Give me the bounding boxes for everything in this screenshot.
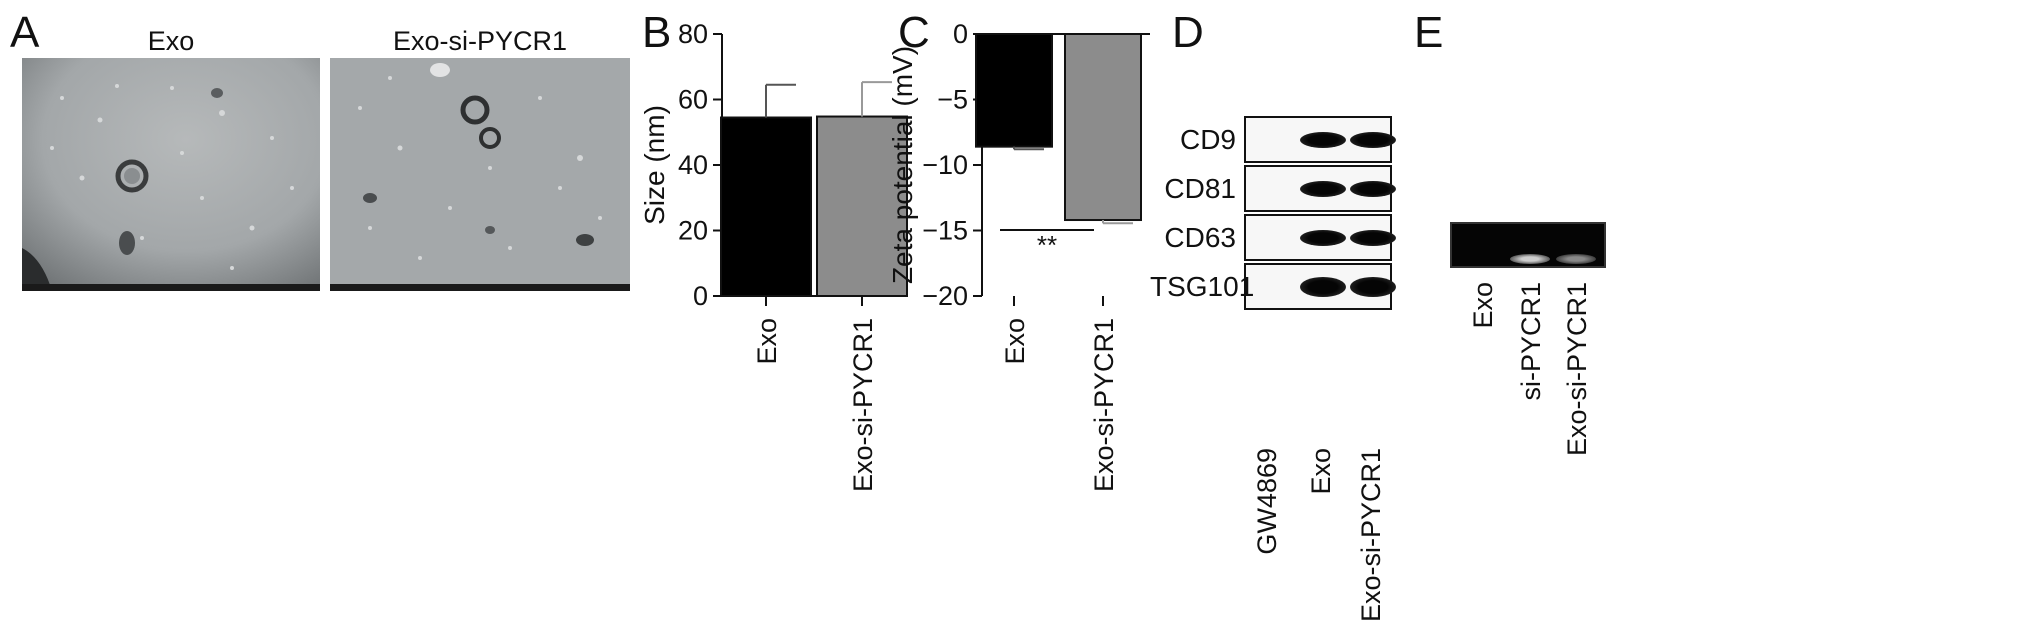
em-caption-exo-si-pycr1: Exo-si-PYCR1 — [392, 26, 568, 56]
y-tick-label: −15 — [922, 216, 968, 246]
bar-1 — [975, 33, 1053, 148]
tem-micrograph-exo — [22, 58, 320, 291]
blot-band — [1300, 131, 1346, 148]
bar-2 — [816, 115, 908, 297]
em-caption-exo: Exo — [147, 26, 195, 56]
y-tick-label: 60 — [678, 85, 708, 115]
gel-band — [1556, 254, 1596, 264]
bar-1 — [720, 116, 812, 297]
y-axis-label: Size (nm) — [640, 105, 670, 225]
gel-lane-label: Exo-si-PYCR1 — [1562, 282, 1592, 457]
blot-row-label: TSG101 — [1150, 271, 1255, 302]
blot-band — [1350, 229, 1396, 246]
gel-lane-label: si-PYCR1 — [1516, 282, 1546, 401]
blot-band — [1300, 229, 1346, 246]
panel-letter-b: B — [642, 8, 672, 57]
blot-band — [1350, 131, 1396, 148]
blot-lane-label: GW4869 — [1252, 448, 1282, 555]
y-tick-label: 0 — [953, 19, 968, 49]
x-tick-label: Exo-si-PYCR1 — [848, 318, 878, 492]
panel-letter-c: C — [898, 8, 930, 57]
y-tick-label: 20 — [678, 216, 708, 246]
bar-2 — [1064, 33, 1142, 222]
gel-band — [1510, 254, 1550, 264]
y-tick-label: −20 — [922, 281, 968, 311]
blot-band — [1350, 276, 1396, 297]
y-tick-label: 0 — [693, 281, 708, 311]
significance-label: ** — [1037, 230, 1057, 260]
blot-row-label: CD81 — [1164, 173, 1236, 204]
panel-letter-e: E — [1414, 8, 1444, 57]
blot-row-label: CD63 — [1164, 222, 1236, 253]
y-tick-label: −10 — [922, 150, 968, 180]
blot-band — [1300, 180, 1346, 197]
y-tick-label: −5 — [937, 85, 968, 115]
panel-letter-a: A — [10, 8, 40, 57]
tem-micrograph-exo-si-pycr1 — [330, 58, 630, 291]
x-tick-label: Exo — [752, 318, 782, 365]
panel-letter-d: D — [1172, 8, 1204, 57]
gel-lane-label: Exo — [1468, 282, 1498, 329]
x-tick-label: Exo — [1000, 318, 1030, 365]
blot-lane-label: Exo — [1306, 448, 1336, 495]
x-tick-label: Exo-si-PYCR1 — [1089, 318, 1119, 492]
blot-band — [1300, 276, 1346, 297]
y-axis-label: Zeta potential (mV) — [890, 46, 918, 284]
blot-row-label: CD9 — [1179, 124, 1236, 155]
y-tick-label: 80 — [678, 19, 708, 49]
blot-band — [1350, 180, 1396, 197]
y-tick-label: 40 — [678, 150, 708, 180]
chart-size-nm: 0 20 40 60 80 Size (nm) Exo Exo-si-PYCR1 — [640, 19, 908, 492]
